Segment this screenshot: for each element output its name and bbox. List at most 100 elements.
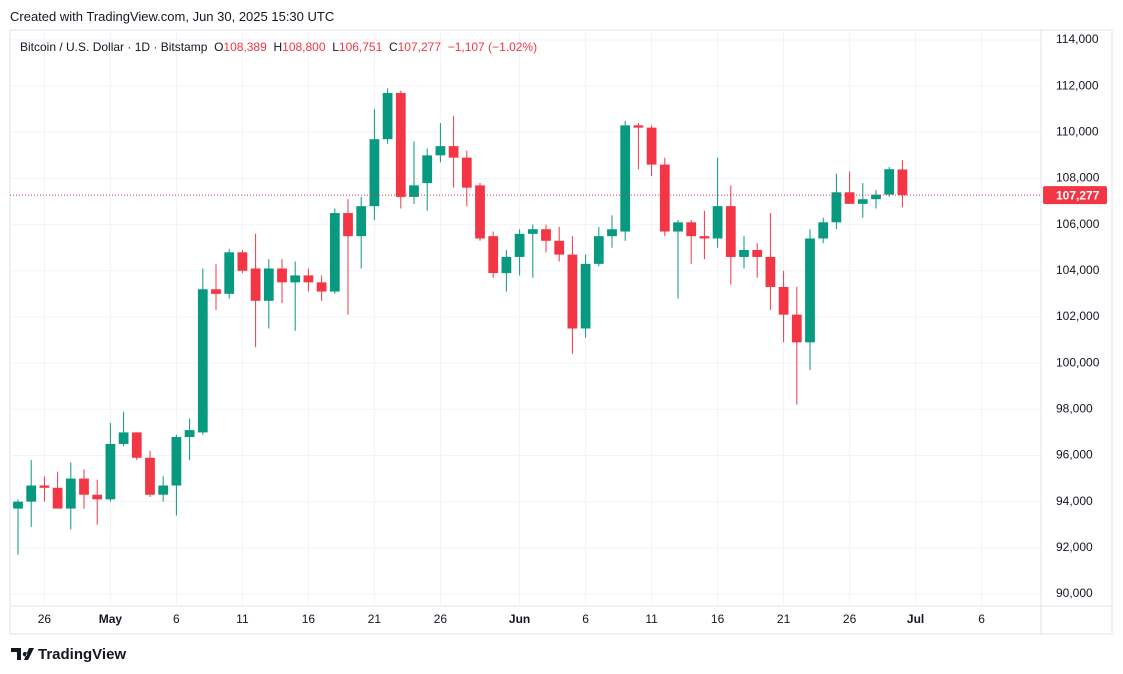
x-tick-label: Jul xyxy=(907,612,924,626)
candle-body xyxy=(52,487,63,509)
candle-body xyxy=(739,250,749,257)
x-tick-label: 26 xyxy=(434,612,448,626)
x-tick-label: 6 xyxy=(582,612,589,626)
candle-body xyxy=(461,157,472,188)
candle-body xyxy=(131,432,142,458)
candle-body xyxy=(369,139,380,207)
y-tick-label: 110,000 xyxy=(1056,124,1099,138)
y-tick-label: 96,000 xyxy=(1056,448,1093,462)
candle-body xyxy=(39,485,50,488)
candle-body xyxy=(79,478,89,495)
candle-body xyxy=(65,478,76,509)
candle-body xyxy=(620,125,631,232)
symbol-header: Bitcoin / U.S. Dollar · 1D · Bitstamp O1… xyxy=(20,40,537,54)
candle-body xyxy=(356,206,367,237)
o-label: O xyxy=(214,40,224,54)
candle-body xyxy=(778,286,789,315)
candle-body xyxy=(145,457,155,495)
candle-body xyxy=(633,125,644,128)
candle-body xyxy=(765,256,776,287)
x-tick-label: 26 xyxy=(38,612,52,626)
chart-frame xyxy=(9,29,1113,635)
candle-body xyxy=(277,268,287,283)
created-note: Created with TradingView.com, Jun 30, 20… xyxy=(10,9,335,24)
candle-body xyxy=(818,222,829,239)
candle-body xyxy=(871,194,881,200)
x-tick-label: 6 xyxy=(173,612,180,626)
candle-body xyxy=(118,432,129,444)
x-tick-label: 11 xyxy=(236,612,249,626)
candle-body xyxy=(897,169,908,196)
candle-body xyxy=(13,501,23,509)
y-tick-label: 106,000 xyxy=(1056,217,1100,231)
candle-body xyxy=(805,238,815,343)
candle-body xyxy=(184,430,195,438)
candle-body xyxy=(250,268,261,301)
candle-body xyxy=(303,275,314,283)
candle-body xyxy=(329,213,340,292)
logo-icon xyxy=(11,648,34,660)
candle-body xyxy=(686,222,697,237)
candle-body xyxy=(831,192,842,223)
candle-body xyxy=(422,155,433,184)
x-tick-label: 26 xyxy=(843,612,857,626)
y-tick-label: 102,000 xyxy=(1056,309,1100,323)
candle-body xyxy=(659,164,670,232)
grid xyxy=(10,30,1041,606)
candle-body xyxy=(673,222,683,232)
candle-body xyxy=(26,485,37,502)
h-label: H xyxy=(273,40,283,54)
candle-body xyxy=(475,185,485,239)
candle-body xyxy=(237,252,248,271)
y-tick-label: 108,000 xyxy=(1056,171,1100,185)
candle-body xyxy=(92,494,103,500)
candle-body xyxy=(158,485,169,495)
l-label: L xyxy=(332,40,339,54)
close-value: 107,277 xyxy=(397,40,442,54)
candle-body xyxy=(211,289,221,294)
candle-body xyxy=(607,229,617,237)
candle-body xyxy=(382,93,393,140)
y-tick-label: 104,000 xyxy=(1056,263,1100,277)
y-tick-label: 90,000 xyxy=(1056,586,1093,600)
candle-body xyxy=(646,127,657,165)
candle-body xyxy=(580,263,591,329)
candle-body xyxy=(527,229,538,234)
brand: TradingView xyxy=(38,646,126,663)
candle-body xyxy=(224,252,235,294)
candle-body xyxy=(712,206,723,239)
candle-body xyxy=(791,314,802,343)
c-label: C xyxy=(388,40,398,54)
low-value: 106,751 xyxy=(338,40,383,54)
last-price-label: 107,277 xyxy=(1056,188,1100,202)
candle-body xyxy=(171,437,182,486)
candle-body xyxy=(725,206,736,257)
candle-body xyxy=(105,443,116,500)
x-tick-label: 16 xyxy=(711,612,725,626)
candle-body xyxy=(752,250,763,257)
candle-body xyxy=(554,240,565,255)
x-tick-label: 16 xyxy=(302,612,316,626)
y-tick-label: 98,000 xyxy=(1056,401,1093,415)
candle-body xyxy=(409,185,419,197)
candle-body xyxy=(343,213,353,237)
candle-body xyxy=(263,268,274,301)
x-tick-label: 6 xyxy=(978,612,985,626)
candle-body xyxy=(435,146,446,156)
candle-body xyxy=(448,146,459,158)
y-tick-label: 114,000 xyxy=(1056,32,1099,46)
candle-body xyxy=(488,236,499,274)
candle-body xyxy=(501,256,512,274)
x-tick-label: May xyxy=(99,612,123,626)
open-value: 108,389 xyxy=(223,40,267,54)
candle-body xyxy=(844,192,855,204)
logo xyxy=(11,648,34,660)
candle-body xyxy=(884,169,895,195)
x-tick-label: 21 xyxy=(777,612,791,626)
candle-body xyxy=(593,236,604,264)
candle-body xyxy=(316,282,327,292)
candle-body xyxy=(290,275,301,283)
candle-body xyxy=(541,229,551,241)
